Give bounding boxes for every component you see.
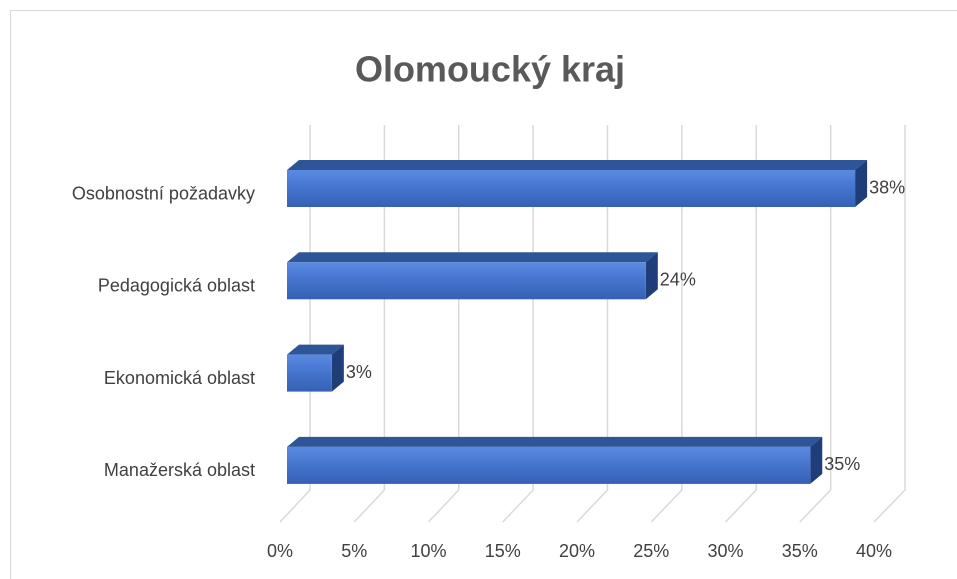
bar (287, 262, 646, 300)
x-tick-label: 25% (633, 541, 669, 561)
x-tick-label: 10% (410, 541, 446, 561)
x-tick-label: 40% (856, 541, 892, 561)
y-tick-label: Pedagogická oblast (98, 276, 255, 296)
grid-line (427, 125, 460, 523)
bar-top (287, 252, 658, 263)
x-tick-label: 15% (485, 541, 521, 561)
bar (287, 446, 811, 484)
grid-line (353, 125, 386, 523)
y-tick-label: Manažerská oblast (104, 460, 255, 480)
bar-top (287, 436, 823, 447)
grid-line (279, 125, 311, 523)
data-label: 38% (869, 177, 905, 197)
x-tick-label: 5% (341, 541, 367, 561)
bar-top (287, 344, 344, 355)
x-tick-label: 0% (267, 541, 293, 561)
data-label: 35% (824, 454, 860, 474)
data-label: 3% (346, 362, 372, 382)
y-tick-label: Ekonomická oblast (104, 368, 255, 388)
grid-line (576, 125, 609, 523)
grid-line (799, 125, 832, 523)
data-label: 24% (660, 270, 696, 290)
x-tick-label: 35% (782, 541, 818, 561)
x-tick-label: 20% (559, 541, 595, 561)
bar-end (810, 436, 823, 484)
bar-end (855, 160, 868, 207)
y-tick-label: Osobnostní požadavky (72, 183, 255, 203)
bar-end (331, 344, 344, 392)
bar (287, 354, 332, 392)
grid-line (873, 125, 906, 523)
grid-line (502, 125, 534, 523)
bar-end (645, 252, 658, 300)
bar-top (287, 160, 868, 170)
grid-line (650, 125, 683, 523)
chart-title: Olomoucký kraj (355, 49, 625, 90)
chart-border (10, 10, 957, 579)
bar (287, 170, 856, 207)
x-tick-label: 30% (707, 541, 743, 561)
grid-line (724, 125, 757, 523)
